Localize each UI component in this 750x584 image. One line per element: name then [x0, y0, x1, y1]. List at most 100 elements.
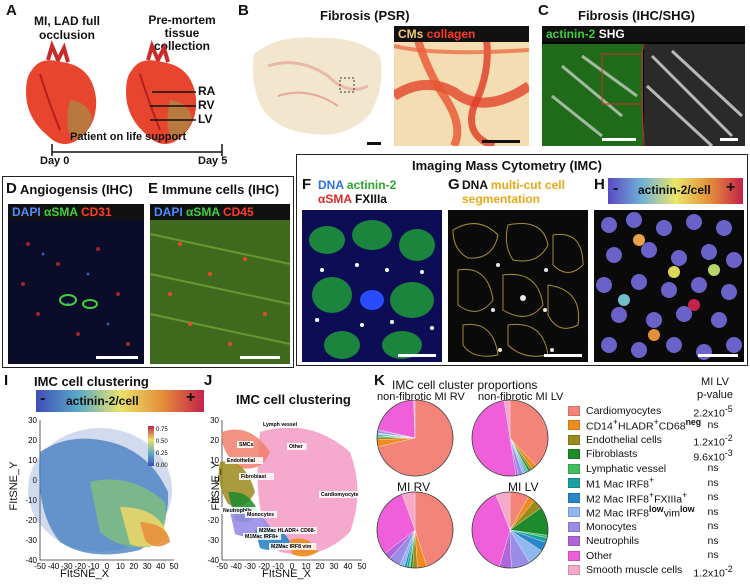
annotation-bg	[245, 511, 277, 518]
x-tick-label: 30	[143, 562, 152, 571]
scale-bar	[482, 140, 520, 143]
asma-label: αSMA	[186, 205, 220, 219]
day5-label: Day 5	[198, 155, 228, 167]
x-tick-label: 0	[290, 562, 295, 571]
x-tick-label: 50	[170, 562, 179, 571]
panel-letter-h: H	[594, 176, 605, 193]
legend-swatch	[568, 565, 580, 575]
occlusion-label: occlusion	[38, 28, 95, 42]
psr-zoom-image: CMs collagen	[394, 26, 529, 146]
panel-c-title: Fibrosis (IHC/SHG)	[578, 8, 696, 23]
y-tick-label: 20	[210, 436, 219, 445]
y-tick-label: 10	[210, 456, 219, 465]
x-tick-label: -20	[258, 562, 270, 571]
legend-label: Smooth muscle cells	[586, 564, 683, 576]
asma-label: αSMA	[44, 205, 78, 219]
p-value: 9.6x10-3	[693, 447, 733, 464]
panel-de-frame	[2, 176, 294, 368]
pval-header: MI LV p-value	[690, 376, 740, 402]
scale-bar	[240, 356, 280, 359]
pval-header-1: MI LV	[701, 376, 729, 388]
imc-g-stain-label: DNA multi-cut cell segmentation	[462, 178, 565, 206]
y-tick-label: -10	[25, 496, 37, 505]
k-pie-title-4: MI LV	[508, 480, 539, 494]
rv-label: RV	[198, 98, 215, 112]
legend-item: CD14+HLADR+CD68neg	[568, 417, 702, 433]
scale-bar	[398, 354, 436, 357]
panel-d-title: Angiogensis (IHC)	[20, 182, 133, 197]
y-tick-label: -30	[25, 536, 37, 545]
dapi-label: DAPI	[12, 205, 41, 219]
dapi-label: DAPI	[154, 205, 183, 219]
annotation-bg	[287, 443, 307, 450]
angiogenesis-stain-label: DAPI αSMA CD31	[8, 204, 144, 220]
legend-swatch	[568, 405, 580, 416]
j-ylabel: FItSNE_Y	[210, 461, 222, 511]
legend-swatch	[568, 434, 580, 445]
cbar-tick: 0.50	[156, 439, 168, 445]
imc-g-image	[448, 210, 588, 362]
panel-a-right-label: Pre-mortem tissue collection	[132, 14, 232, 53]
k-pie-title-3: MI RV	[397, 480, 431, 494]
legend-label: Monocytes	[586, 520, 637, 533]
legend-item: M1 Mac IRF8+	[568, 475, 654, 491]
p-value: 1.2x10-2	[693, 433, 733, 449]
cbar-tick: 0.00	[156, 463, 168, 469]
y-tick-label: 0	[33, 476, 38, 485]
i-xlabel: FItSNE_X	[60, 568, 109, 580]
legend-label: CD14+HLADR+CD68neg	[586, 417, 702, 433]
imc-f-image	[302, 210, 442, 362]
p-value: 2.2x10-5	[693, 404, 733, 420]
pie-outline	[376, 400, 454, 477]
y-tick-label: 0	[215, 476, 220, 485]
i-colorbar-label: actinin-2/cell	[66, 394, 139, 408]
panel-letter-g: G	[448, 176, 460, 193]
tsne-plot-i: -50 -40 -30 -20 -10 0 10 20 30 40 503020100-10-20-…	[25, 416, 179, 571]
x-tick-label: 0	[105, 562, 110, 571]
p-value: ns	[707, 476, 719, 489]
legend-label: Neutrophils	[586, 535, 640, 547]
h-colorbar: - actinin-2/cell +	[608, 178, 743, 204]
heart-icon-1	[26, 40, 97, 145]
legend-item: Smooth muscle cells	[568, 564, 682, 577]
imc-frame	[296, 154, 748, 366]
mi-label: MI, LAD full	[34, 14, 100, 28]
cd45-label: CD45	[222, 205, 254, 219]
k-pie-title-1: non-fibrotic MI RV	[377, 391, 465, 403]
scale-bar	[544, 354, 582, 357]
legend-swatch	[568, 507, 580, 517]
cluster-annotation: Endothelial	[227, 458, 256, 464]
k-pie-title-2: non-fibrotic MI LV	[478, 391, 564, 403]
psr-tissue-section	[248, 26, 388, 146]
legend-swatch	[568, 478, 580, 488]
panel-letter-a: A	[6, 2, 17, 19]
x-tick-label: -30	[61, 562, 73, 571]
shg-stain-label: actinin-2 SHG	[542, 26, 745, 42]
legend-swatch	[568, 550, 580, 561]
x-tick-label: 40	[156, 562, 165, 571]
pie-outline	[376, 491, 454, 569]
shg-label: SHG	[598, 27, 625, 41]
annotation-bg	[237, 441, 254, 448]
y-tick-label: -20	[25, 516, 37, 525]
collection-label: collection	[153, 39, 210, 53]
annotation-bg	[269, 543, 317, 550]
dna-label: DNA	[318, 178, 344, 192]
h-colorbar-label: actinin-2/cell	[638, 183, 711, 197]
annotation-bg	[221, 507, 260, 514]
y-tick-label: -30	[207, 536, 219, 545]
scale-bar	[602, 138, 636, 141]
cbar-tick: 0.25	[156, 451, 168, 457]
cluster-annotation: Fibroblast	[241, 474, 266, 480]
panel-letter-d: D	[6, 180, 17, 197]
cluster-annotation: M2Mac HLADR+ CD68-	[259, 528, 316, 534]
ra-label: RA	[198, 84, 216, 98]
y-tick-label: 30	[28, 416, 37, 425]
k-title: IMC cell cluster proportions	[392, 378, 538, 392]
legend-swatch	[568, 420, 580, 430]
x-tick-label: -10	[88, 562, 100, 571]
cd31-label: CD31	[80, 205, 112, 219]
day0-label: Day 0	[40, 155, 70, 167]
x-tick-label: 50	[358, 562, 367, 571]
legend-label: Cardiomyocytes	[586, 404, 662, 417]
